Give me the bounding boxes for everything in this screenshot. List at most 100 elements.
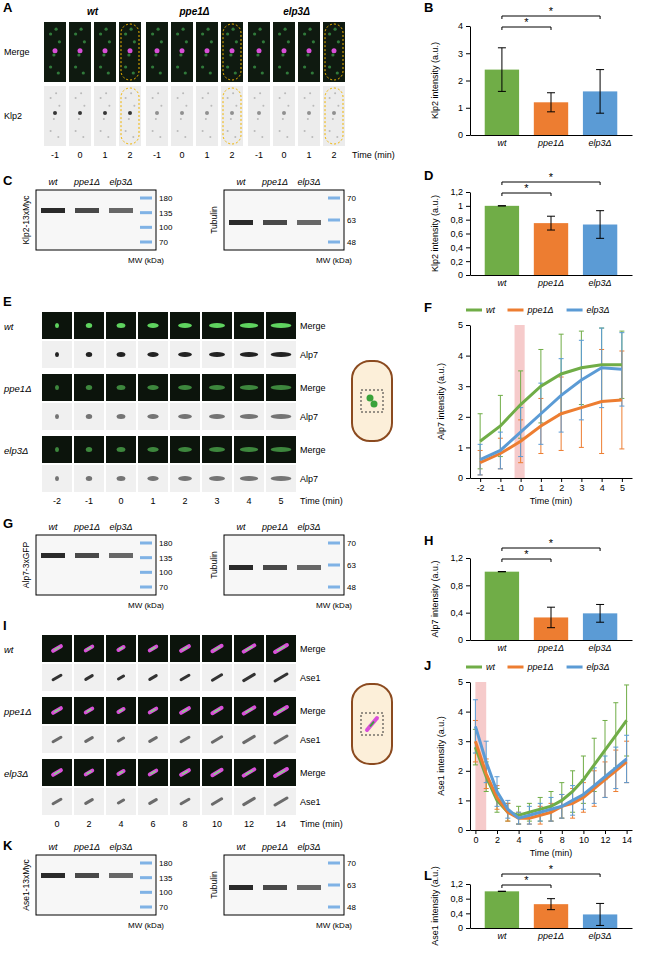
micrograph-signal bbox=[226, 65, 229, 68]
micrograph bbox=[138, 759, 168, 786]
micrograph-signal bbox=[307, 111, 311, 115]
micrograph-signal bbox=[284, 28, 287, 31]
micrograph-signal bbox=[83, 105, 85, 107]
tick-label: 0,8 bbox=[450, 894, 463, 904]
micrograph bbox=[234, 759, 264, 786]
micrograph-signal bbox=[82, 136, 84, 138]
micrograph-signal bbox=[118, 800, 123, 803]
mw-label: 135 bbox=[159, 874, 173, 883]
tick-label: ppe1Δ bbox=[537, 643, 564, 653]
micrograph-signal bbox=[271, 385, 292, 390]
micrograph bbox=[266, 341, 296, 368]
micrograph-signal bbox=[178, 414, 192, 419]
mw-label: 63 bbox=[347, 881, 356, 890]
micrograph-signal bbox=[133, 40, 136, 43]
micrograph bbox=[138, 374, 168, 401]
micrograph bbox=[106, 312, 136, 339]
micrograph-signal bbox=[271, 323, 292, 328]
micrograph-signal bbox=[311, 71, 314, 74]
tick-label: -2 bbox=[477, 483, 485, 493]
blot-band bbox=[41, 553, 65, 558]
row-label: Alp7 bbox=[300, 412, 318, 422]
micrograph-signal bbox=[55, 771, 60, 774]
micrograph-signal bbox=[117, 385, 126, 390]
legend-label: elp3Δ bbox=[587, 662, 610, 672]
axis-title: MW (kDa) bbox=[128, 256, 164, 265]
micrograph-signal bbox=[303, 65, 306, 68]
micrograph-signal bbox=[103, 48, 108, 53]
micrograph bbox=[234, 341, 264, 368]
axis-title: Ase1 intensity (a.u.) bbox=[436, 716, 446, 796]
micrograph-signal bbox=[209, 71, 212, 74]
strain-label: elp3Δ bbox=[4, 768, 28, 779]
micrograph-signal bbox=[132, 136, 134, 138]
micrograph bbox=[298, 22, 320, 82]
micrograph-signal bbox=[105, 92, 107, 94]
micrograph-signal bbox=[244, 674, 255, 680]
lane-label: elp3Δ bbox=[297, 842, 320, 852]
blot-band bbox=[109, 873, 133, 878]
micrograph bbox=[42, 436, 72, 463]
micrograph-signal bbox=[304, 130, 306, 132]
tick-mark bbox=[562, 830, 563, 834]
micrograph-signal bbox=[179, 53, 182, 56]
legend-swatch bbox=[466, 666, 482, 669]
micrograph-signal bbox=[312, 40, 315, 43]
micrograph-signal bbox=[309, 92, 311, 94]
time-label: 0 bbox=[118, 496, 123, 506]
tick: 0 bbox=[458, 635, 470, 645]
tick-mark bbox=[622, 478, 623, 482]
micrograph bbox=[273, 22, 295, 82]
micrograph-signal bbox=[227, 97, 229, 99]
ladder-band bbox=[140, 211, 152, 214]
micrograph-signal bbox=[49, 65, 52, 68]
cell-outline bbox=[223, 88, 241, 144]
micrograph-signal bbox=[154, 53, 157, 56]
mw-label: 180 bbox=[159, 859, 173, 868]
significance: * bbox=[524, 182, 529, 194]
micrograph-signal bbox=[176, 32, 179, 35]
micrograph bbox=[42, 635, 72, 662]
tick: 0,6 bbox=[450, 229, 470, 239]
tick: 0,8 bbox=[450, 215, 470, 225]
legend-item: elp3Δ bbox=[567, 662, 610, 672]
micrograph bbox=[106, 664, 136, 691]
micrograph-signal bbox=[209, 352, 225, 357]
tick: 5 bbox=[458, 320, 470, 330]
micrograph-signal bbox=[86, 771, 92, 775]
row-label: Ase1 bbox=[300, 673, 321, 683]
micrograph-signal bbox=[147, 447, 158, 452]
legend-swatch bbox=[466, 309, 482, 312]
micrograph-signal bbox=[86, 447, 92, 452]
image-panel: wtMergeAse1ppe1ΔMergeAse1elp3ΔMergeAse10… bbox=[3, 635, 392, 829]
lane-label: wt bbox=[49, 522, 58, 532]
micrograph-signal bbox=[209, 476, 225, 481]
tick: 0,4 bbox=[450, 243, 470, 253]
schematic-spot bbox=[367, 395, 374, 402]
micrograph-signal bbox=[336, 71, 339, 74]
axis-title: Time (min) bbox=[530, 848, 573, 858]
micrograph-signal bbox=[212, 646, 221, 651]
schematic-spot bbox=[371, 401, 378, 408]
micrograph-signal bbox=[150, 738, 156, 742]
micrograph-signal bbox=[282, 118, 284, 120]
tick: 1,2 bbox=[450, 553, 470, 563]
micrograph-signal bbox=[107, 71, 110, 74]
micrograph-signal bbox=[275, 736, 287, 743]
error-bar bbox=[596, 211, 604, 239]
micrograph-signal bbox=[180, 48, 185, 53]
micrograph-signal bbox=[118, 771, 123, 774]
axis: wtppe1Δelp3Δ bbox=[471, 929, 633, 942]
tick-label: 4 bbox=[600, 483, 605, 493]
tick-mark bbox=[466, 478, 470, 479]
micrograph bbox=[106, 759, 136, 786]
tick-label: 1 bbox=[458, 796, 463, 806]
tick-mark bbox=[602, 478, 603, 482]
row-label: Ase1 bbox=[300, 735, 321, 745]
time-label: -1 bbox=[255, 150, 263, 160]
micrograph-signal bbox=[86, 385, 92, 390]
micrograph-signal bbox=[103, 118, 105, 120]
error-bar bbox=[596, 70, 604, 114]
panel-letter: G bbox=[3, 516, 13, 531]
tick-mark bbox=[466, 830, 470, 831]
